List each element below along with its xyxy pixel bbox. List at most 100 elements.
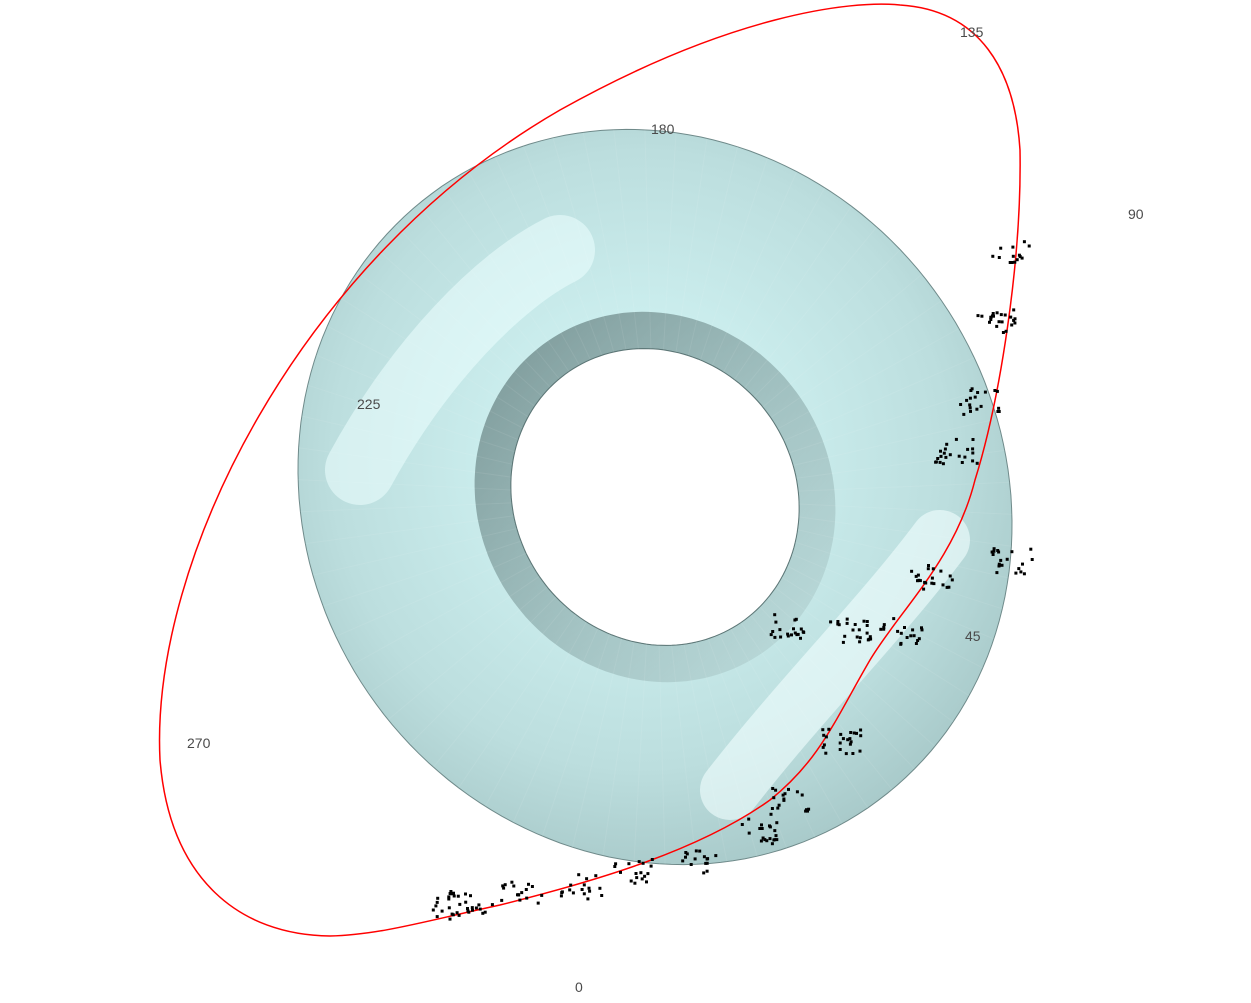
data-point xyxy=(772,838,776,842)
data-point xyxy=(464,892,467,896)
data-point xyxy=(930,581,934,585)
data-point xyxy=(520,891,524,895)
facet-line xyxy=(300,502,512,513)
data-point xyxy=(689,863,693,866)
data-point xyxy=(629,879,633,883)
data-point xyxy=(971,447,975,451)
data-point xyxy=(821,728,825,732)
data-point xyxy=(943,447,947,451)
facet-line xyxy=(663,132,677,350)
data-point xyxy=(540,893,544,897)
data-point xyxy=(948,574,952,578)
data-point xyxy=(910,569,914,573)
data-point xyxy=(1010,323,1014,327)
facet-line xyxy=(796,449,1005,479)
data-point xyxy=(774,788,778,792)
data-point xyxy=(702,871,706,875)
data-point xyxy=(862,619,866,623)
data-point xyxy=(684,851,688,854)
data-point xyxy=(773,613,777,617)
data-point xyxy=(1020,256,1024,260)
data-point xyxy=(942,451,946,455)
data-point xyxy=(525,896,529,900)
data-point xyxy=(800,793,804,797)
data-point xyxy=(995,324,999,328)
data-point xyxy=(950,578,954,582)
data-point xyxy=(824,751,828,755)
data-point xyxy=(1004,329,1008,333)
facet-line xyxy=(484,621,587,807)
data-point xyxy=(939,449,942,453)
data-point xyxy=(866,638,870,642)
data-point xyxy=(702,855,706,859)
data-point xyxy=(452,891,455,895)
data-point xyxy=(997,320,1001,324)
data-point xyxy=(997,406,1001,410)
data-point xyxy=(448,892,452,895)
data-point xyxy=(920,626,923,630)
data-point xyxy=(705,869,709,873)
data-point xyxy=(999,558,1003,562)
data-point xyxy=(779,635,783,639)
facet-line xyxy=(753,249,901,398)
data-point xyxy=(916,573,920,577)
data-point xyxy=(848,742,852,746)
data-point xyxy=(694,849,698,853)
surface-highlight xyxy=(325,215,595,505)
data-point xyxy=(510,880,514,884)
data-point xyxy=(858,749,862,753)
data-point xyxy=(1013,260,1017,264)
data-point xyxy=(852,731,856,735)
data-point xyxy=(993,389,997,392)
data-point xyxy=(768,825,772,829)
data-point xyxy=(975,407,979,411)
data-point xyxy=(941,583,945,587)
data-point xyxy=(634,872,638,875)
data-point xyxy=(882,623,886,627)
facet-line xyxy=(613,129,639,349)
data-point xyxy=(456,894,460,898)
facet-line xyxy=(711,171,798,366)
data-point xyxy=(747,817,751,821)
data-point xyxy=(992,547,996,551)
data-point xyxy=(963,455,967,459)
data-point xyxy=(769,812,773,816)
data-point xyxy=(1003,313,1007,317)
data-point xyxy=(431,908,435,912)
data-point xyxy=(948,453,952,457)
data-point xyxy=(936,457,940,460)
data-point xyxy=(758,827,762,830)
data-point xyxy=(995,571,999,575)
data-point xyxy=(968,406,972,410)
data-point xyxy=(778,628,782,632)
data-point xyxy=(892,617,896,621)
data-point xyxy=(932,582,936,586)
data-point xyxy=(939,569,943,573)
data-point xyxy=(914,642,918,645)
data-point xyxy=(931,567,935,571)
data-point xyxy=(586,897,590,901)
data-point xyxy=(530,885,534,888)
point-cloud xyxy=(431,240,1034,921)
data-point xyxy=(761,836,765,840)
data-point xyxy=(999,313,1003,317)
data-point xyxy=(926,567,930,571)
data-point xyxy=(787,787,790,791)
data-point xyxy=(966,447,970,451)
data-point xyxy=(447,906,451,910)
data-point xyxy=(435,900,439,904)
data-point xyxy=(641,861,645,865)
torus-surface xyxy=(297,128,1013,866)
data-point xyxy=(838,741,842,745)
data-point xyxy=(945,442,949,446)
data-point xyxy=(1017,567,1021,571)
facet-line xyxy=(777,328,960,430)
data-point xyxy=(976,391,980,394)
data-point xyxy=(930,576,934,580)
data-point xyxy=(770,842,774,846)
data-point xyxy=(477,903,481,907)
data-point xyxy=(849,731,853,734)
data-point xyxy=(990,550,994,554)
data-point xyxy=(971,451,975,455)
data-point xyxy=(569,883,573,887)
